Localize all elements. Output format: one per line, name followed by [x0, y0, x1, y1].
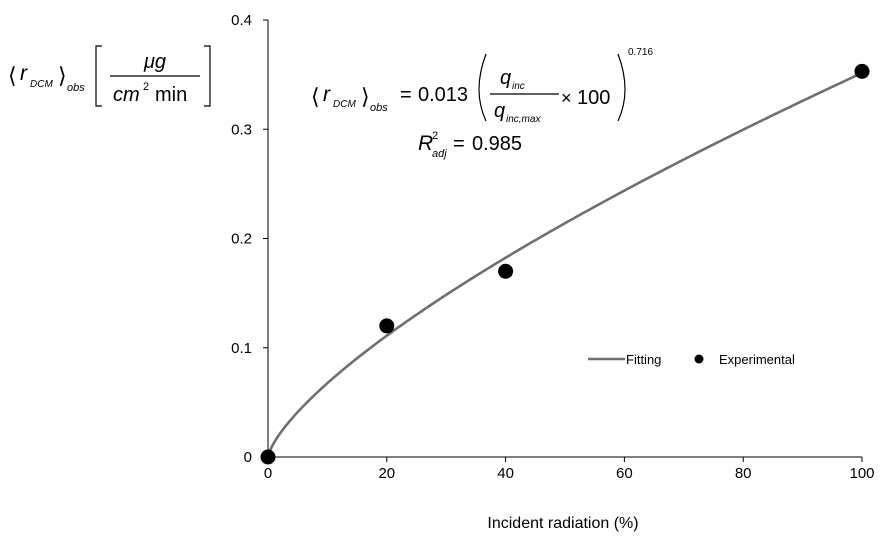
x-tick-label: 40 [497, 465, 514, 482]
y-tick-label: 0.1 [231, 340, 252, 357]
experimental-point [260, 449, 276, 465]
legend-fitting-label: Fitting [626, 352, 661, 367]
fit-equation: ⟨ r DCM ⟩ obs = 0.013 q inc q inc,max × … [311, 47, 653, 160]
legend-experimental-marker [694, 354, 704, 364]
eq-times: × [561, 88, 572, 108]
y-title-subscript: obs [67, 82, 85, 94]
fitting-line [266, 71, 863, 458]
x-axis-title: Incident radiation (%) [487, 515, 638, 532]
experimental-point [498, 263, 514, 279]
experimental-point [379, 318, 395, 334]
x-tick-label: 20 [378, 465, 395, 482]
y-title-unit-numerator: μg [143, 51, 166, 73]
eq-numerator-subscript: inc [512, 81, 525, 92]
y-title-left-square-bracket [95, 45, 102, 107]
r2-equals: = [453, 133, 465, 155]
eq-close-bracket: ⟩ [361, 84, 370, 109]
y-axis-title: ⟨ r DCM ⟩ obs μg cm 2 min [8, 45, 211, 107]
r2-symbol: R [418, 132, 433, 155]
eq-lhs-symbol: r [323, 83, 331, 106]
y-tick-label: 0.3 [231, 121, 252, 138]
y-tick-label: 0.4 [231, 12, 252, 29]
legend: Fitting Experimental [588, 352, 795, 367]
eq-coefficient: 0.013 [418, 84, 468, 106]
y-title-unit-denominator-rest: min [155, 84, 187, 106]
y-title-unit-denominator-base: cm [113, 84, 140, 106]
r2-value: 0.985 [472, 133, 522, 155]
y-title-right-square-bracket [204, 45, 211, 107]
y-title-symbol: r [20, 62, 28, 85]
x-tick-label: 0 [264, 465, 272, 482]
r2-subscript: adj [432, 148, 447, 160]
tick-marks [263, 19, 863, 462]
legend-experimental-label: Experimental [719, 352, 795, 367]
eq-numerator: q [500, 67, 511, 89]
y-tick-label: 0.2 [231, 231, 252, 248]
r2-superscript: 2 [432, 130, 438, 142]
eq-denominator: q [494, 100, 505, 122]
x-tick-label: 60 [616, 465, 633, 482]
y-title-close-bracket: ⟩ [58, 63, 67, 88]
experimental-points [260, 63, 870, 465]
tick-labels: 0 20 40 60 80 100 0 0.1 0.2 0.3 0.4 [231, 12, 874, 482]
eq-equals: = [400, 84, 412, 106]
eq-lhs-symbol-subscript: DCM [333, 99, 356, 110]
y-title-open-bracket: ⟨ [8, 63, 17, 88]
y-title-unit-denominator-exponent: 2 [143, 81, 149, 93]
eq-right-paren [617, 53, 626, 122]
eq-left-paren [478, 53, 487, 122]
eq-exponent: 0.716 [628, 47, 653, 58]
experimental-point [854, 63, 870, 79]
eq-open-bracket: ⟨ [311, 84, 320, 109]
eq-denominator-subscript: inc,max [506, 114, 541, 125]
eq-lhs-subscript: obs [370, 102, 388, 114]
y-title-symbol-subscript: DCM [30, 79, 53, 90]
x-tick-label: 80 [735, 465, 752, 482]
x-tick-label: 100 [849, 465, 874, 482]
eq-factor: 100 [577, 87, 610, 109]
y-tick-label: 0 [244, 449, 252, 466]
